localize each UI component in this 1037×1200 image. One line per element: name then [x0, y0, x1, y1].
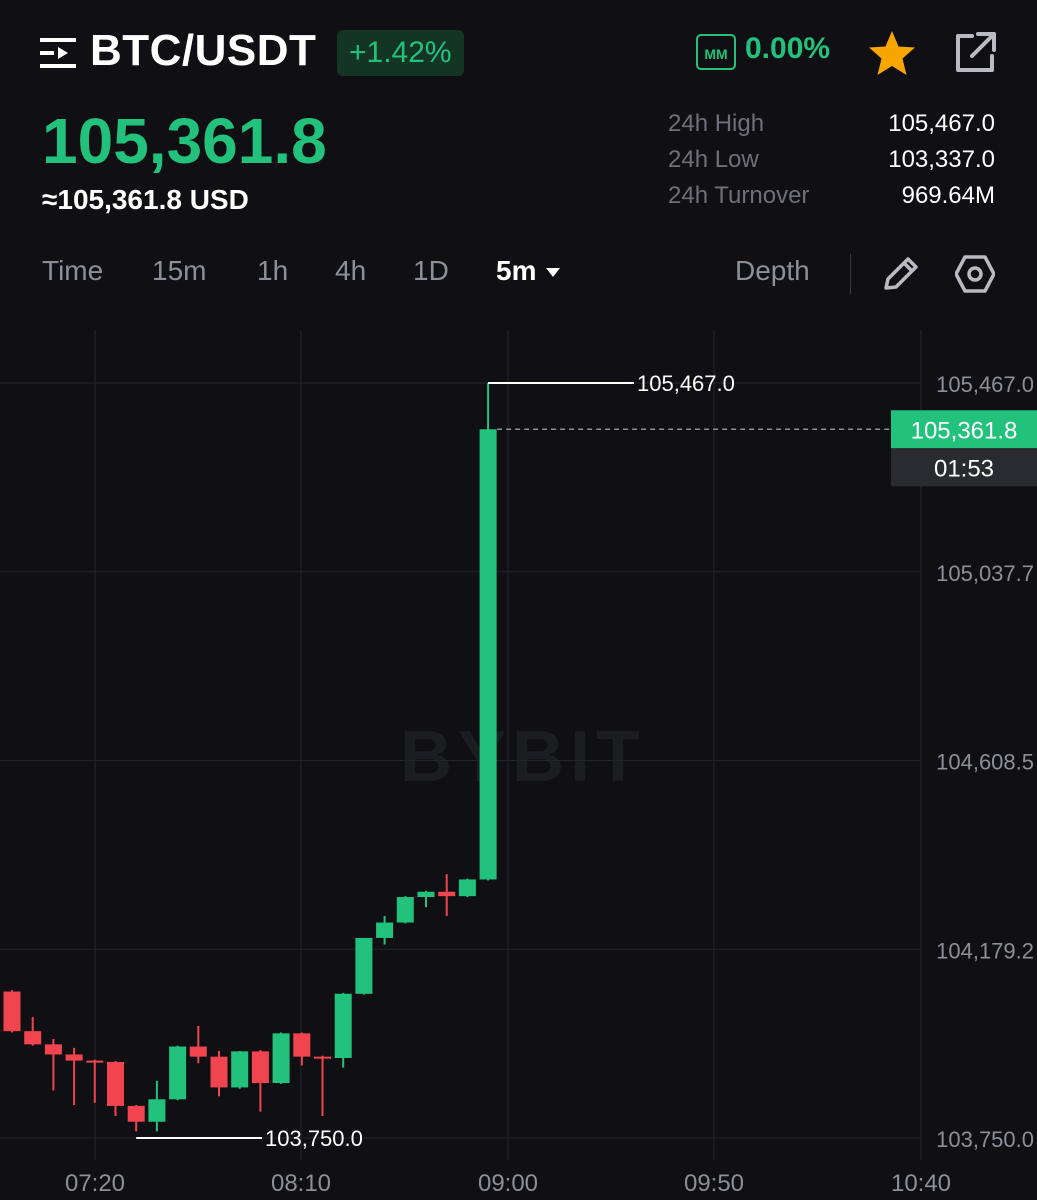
bybit-watermark: BYBIT — [400, 717, 646, 797]
chevron-down-icon[interactable] — [546, 268, 560, 277]
candle-body[interactable] — [107, 1061, 124, 1106]
y-axis-tick-label: 105,037.7 — [936, 561, 1034, 586]
candle-body[interactable] — [127, 1105, 145, 1122]
stat-24h-turnover-value: 969.64M — [901, 182, 995, 209]
candle-body[interactable] — [86, 1060, 104, 1063]
tab-1h[interactable]: 1h — [257, 255, 289, 286]
star-icon[interactable] — [866, 28, 918, 80]
candle-body[interactable] — [169, 1046, 187, 1100]
mm-icon[interactable]: MM — [696, 34, 736, 70]
candle-body[interactable] — [272, 1033, 290, 1084]
stat-24h-turnover-label: 24h Turnover — [668, 182, 810, 209]
countdown-text: 01:53 — [934, 455, 994, 482]
stat-24h-high-label: 24h High — [668, 110, 765, 137]
settings-icon[interactable] — [955, 254, 995, 294]
last-price-badge — [891, 410, 1037, 449]
candle-body[interactable] — [314, 1056, 331, 1059]
x-axis-tick-label: 10:40 — [891, 1170, 951, 1197]
last-price-badge-text: 105,361.8 — [911, 417, 1018, 444]
last-price: 105,361.8 — [42, 105, 327, 177]
x-axis-tick-label: 07:20 — [65, 1170, 125, 1197]
tab-15m[interactable]: 15m — [152, 255, 207, 286]
candle-body[interactable] — [334, 993, 352, 1058]
candle-body[interactable] — [293, 1033, 311, 1057]
candle-body[interactable] — [355, 937, 373, 994]
countdown-badge — [891, 448, 1037, 487]
y-axis-tick-label: 105,467.0 — [936, 372, 1034, 397]
candle-body[interactable] — [396, 897, 414, 923]
change-percent-badge: +1.42% — [337, 30, 464, 76]
tab-time[interactable]: Time — [42, 255, 104, 286]
trading-pair-title[interactable]: BTC/USDT — [90, 26, 317, 75]
tab-1d[interactable]: 1D — [413, 255, 449, 286]
candle-body[interactable] — [479, 429, 497, 880]
candle-body[interactable] — [458, 879, 476, 897]
candle-body[interactable] — [148, 1099, 166, 1122]
candle-body[interactable] — [417, 891, 435, 898]
candle-body[interactable] — [24, 1031, 42, 1045]
mm-rate-value[interactable]: 0.00% — [745, 32, 831, 65]
tab-4h[interactable]: 4h — [335, 255, 367, 286]
x-axis-tick-label: 09:50 — [684, 1170, 744, 1197]
toolbar-divider — [850, 254, 851, 294]
depth-button[interactable]: Depth — [735, 255, 810, 286]
x-axis-tick-label: 09:00 — [478, 1170, 538, 1197]
candle-body[interactable] — [251, 1051, 269, 1084]
pencil-icon[interactable] — [880, 254, 924, 294]
low-marker-label: 103,750.0 — [265, 1126, 363, 1151]
y-axis-tick-label: 104,179.2 — [936, 938, 1034, 963]
candle-body[interactable] — [438, 891, 456, 897]
y-axis-tick-label: 104,608.5 — [936, 750, 1034, 775]
tab-5m-active[interactable]: 5m — [496, 255, 537, 286]
candlestick-chart[interactable]: 105,467.0 105,037.7 104,608.5 104,179.2 103,… — [0, 330, 1037, 1200]
high-marker-label: 105,467.0 — [637, 371, 735, 396]
menu-icon[interactable] — [40, 38, 78, 68]
share-icon[interactable] — [952, 30, 998, 76]
stat-24h-high-value: 105,467.0 — [888, 110, 995, 137]
candle-body[interactable] — [210, 1056, 228, 1088]
candle-body[interactable] — [189, 1046, 207, 1057]
stat-24h-low-value: 103,337.0 — [888, 146, 995, 173]
candle-body[interactable] — [44, 1044, 62, 1055]
candle-body[interactable] — [3, 991, 21, 1032]
y-axis-tick-label: 103,750.0 — [936, 1127, 1034, 1152]
usd-equivalent: ≈105,361.8 USD — [42, 184, 249, 215]
candle-body[interactable] — [231, 1051, 249, 1088]
stat-24h-low-label: 24h Low — [668, 146, 759, 173]
x-axis-tick-label: 08:10 — [271, 1170, 331, 1197]
candle-body[interactable] — [65, 1054, 83, 1061]
candle-body[interactable] — [376, 922, 394, 938]
